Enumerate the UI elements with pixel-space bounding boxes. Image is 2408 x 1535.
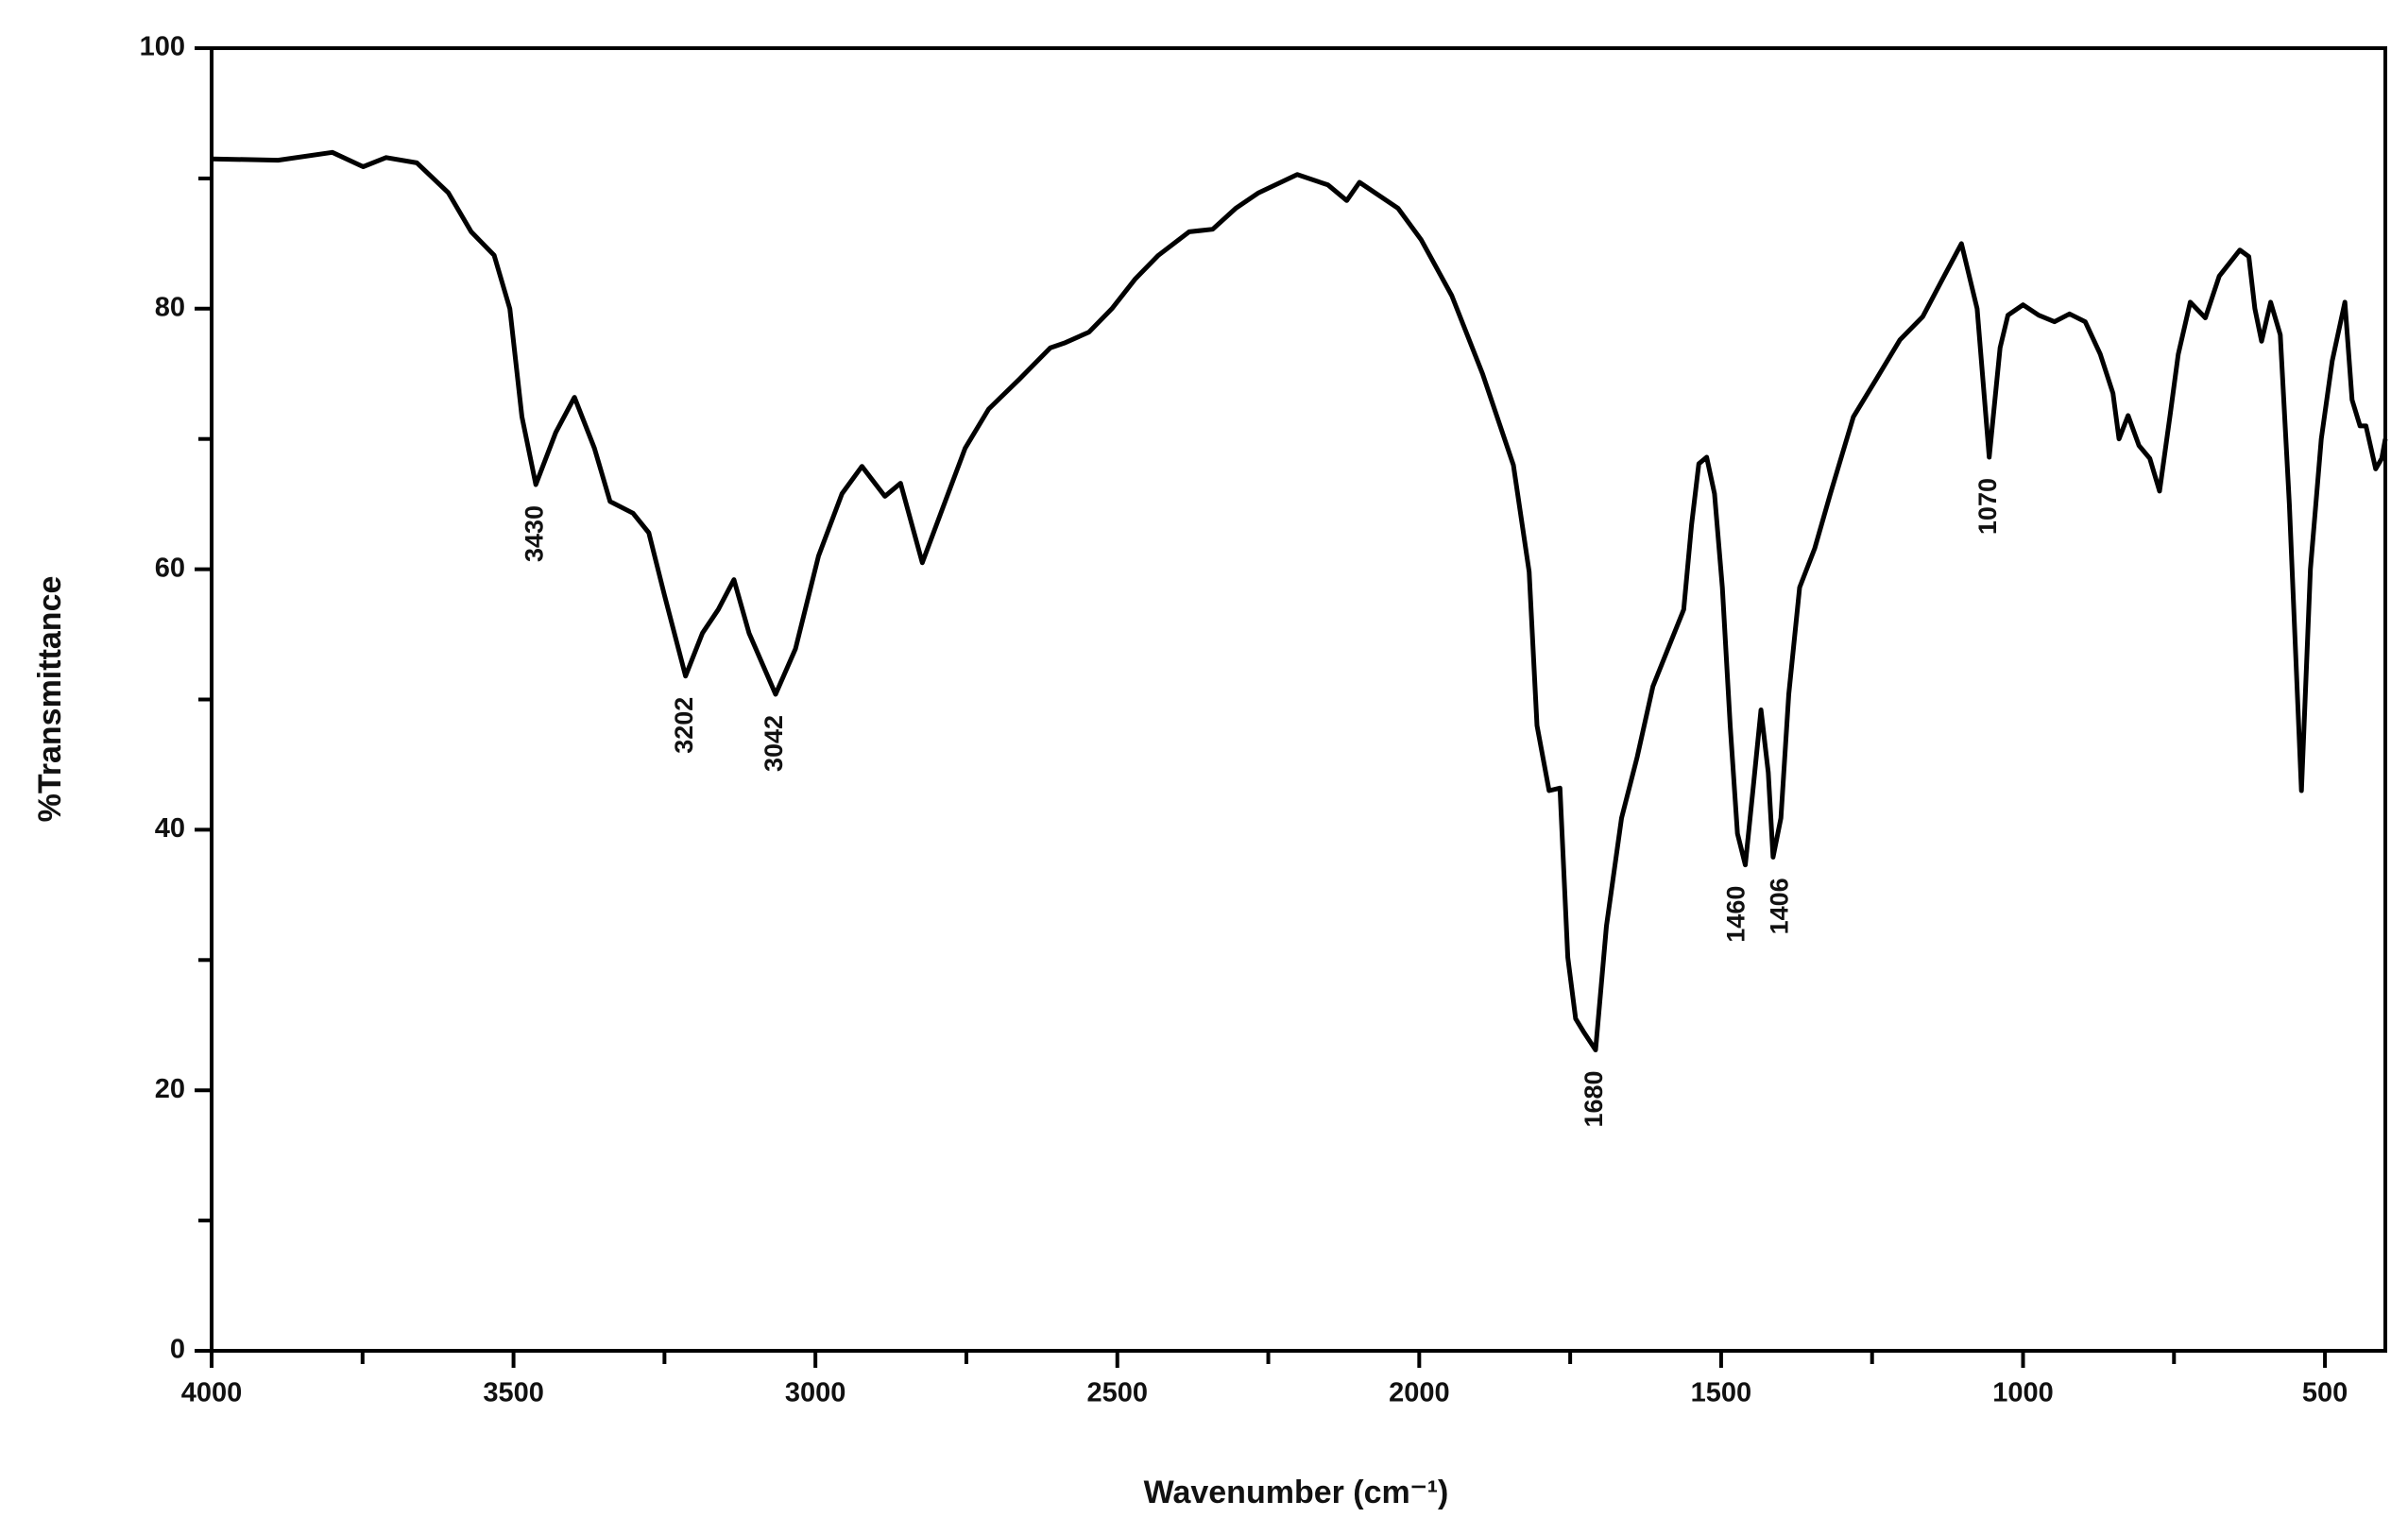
peak-label: 1070: [1973, 478, 2002, 535]
x-tick-label: 2000: [1389, 1378, 1450, 1408]
peak-label: 3202: [670, 697, 698, 754]
plot-frame: [210, 46, 2387, 1353]
y-tick-label: 20: [155, 1074, 185, 1104]
x-tick-label: 2500: [1086, 1378, 1148, 1408]
y-tick-label: 100: [140, 32, 185, 62]
y-tick-label: 60: [155, 553, 185, 583]
x-tick-label: 1000: [1992, 1378, 2054, 1408]
y-tick-label: 80: [155, 292, 185, 322]
y-tick-label: 40: [155, 813, 185, 844]
spectrum-line: [211, 149, 2388, 1052]
peak-label: 1680: [1580, 1070, 1608, 1127]
peak-label: 3042: [760, 715, 788, 772]
x-tick-label: 3500: [483, 1378, 544, 1408]
x-tick-label: 1500: [1691, 1378, 1752, 1408]
y-tick-label: 0: [170, 1335, 185, 1365]
x-tick-label: 3000: [785, 1378, 846, 1408]
x-tick-label: 500: [2302, 1378, 2348, 1408]
x-axis-title: Wavenumber (cm⁻¹): [1144, 1475, 1449, 1510]
x-tick-label: 4000: [181, 1378, 243, 1408]
y-axis-title: %Transmittance: [32, 576, 68, 823]
peak-label: 1460: [1721, 886, 1750, 943]
peak-label: 3430: [520, 505, 548, 562]
peak-label: 1406: [1765, 878, 1793, 934]
